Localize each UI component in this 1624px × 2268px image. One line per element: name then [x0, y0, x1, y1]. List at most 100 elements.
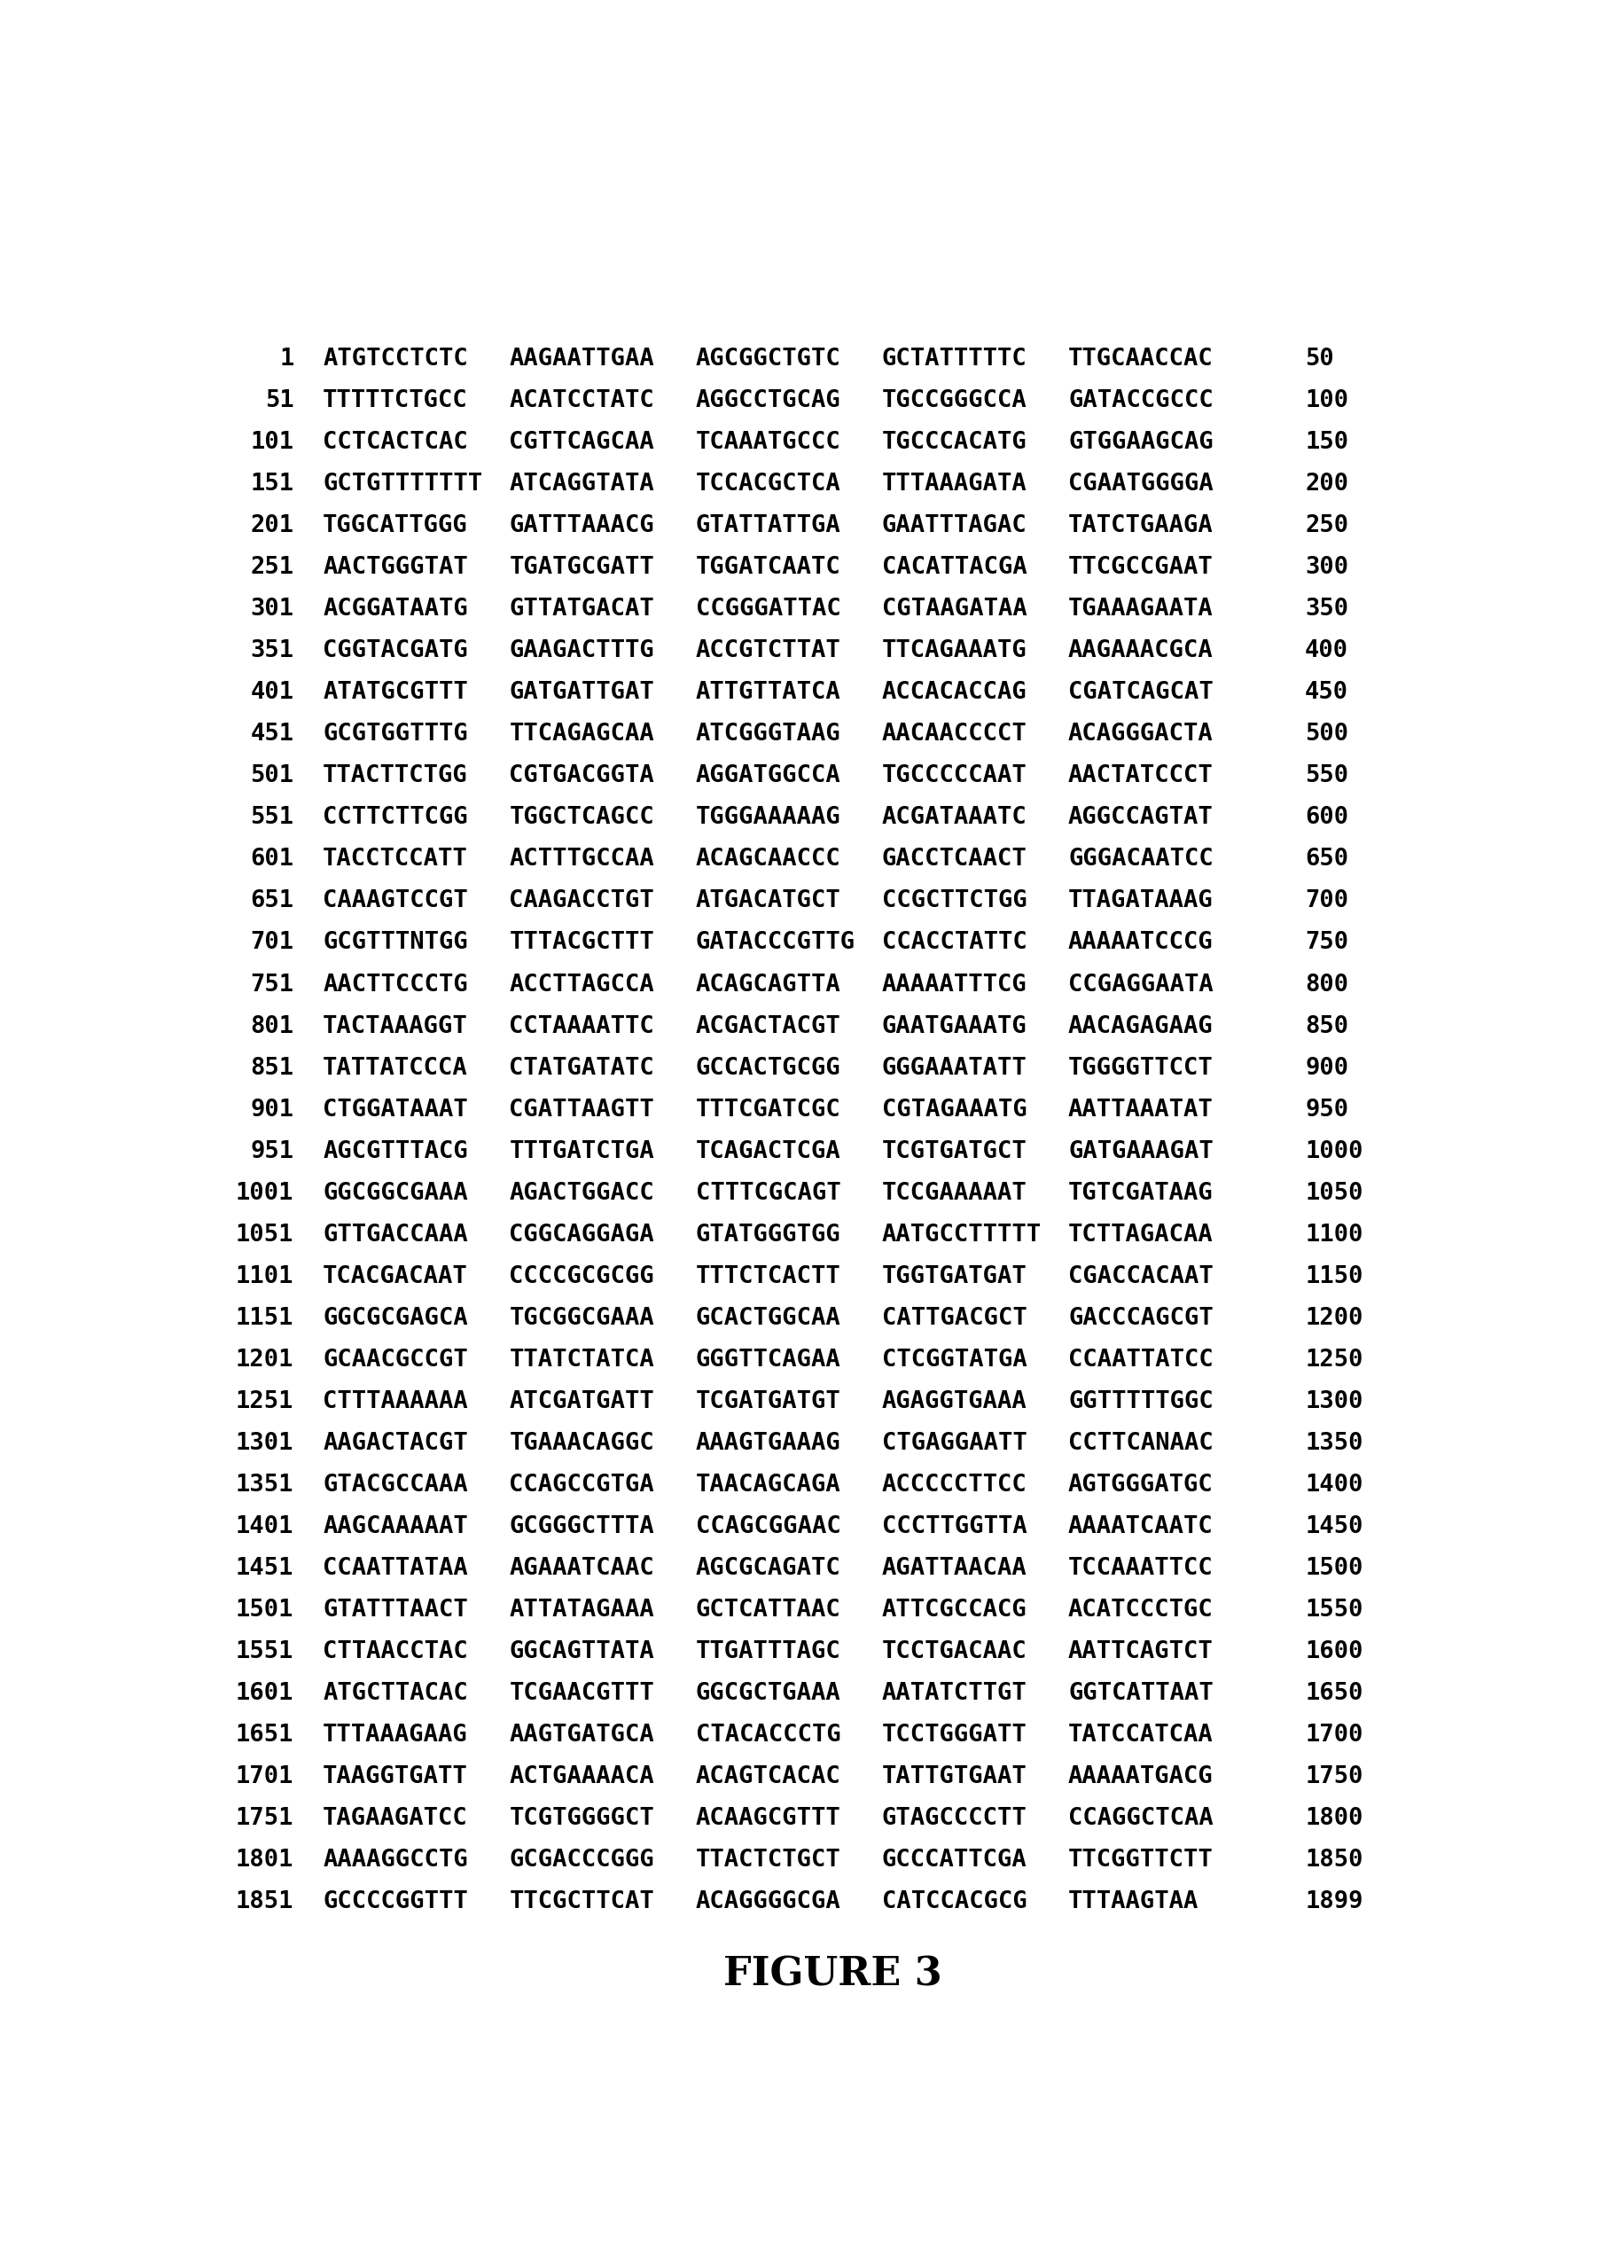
Text: AGCGGCTGTC: AGCGGCTGTC	[695, 347, 840, 372]
Text: TTTCGATCGC: TTTCGATCGC	[695, 1098, 840, 1120]
Text: 401: 401	[250, 680, 294, 705]
Text: TCGAACGTTT: TCGAACGTTT	[508, 1681, 654, 1706]
Text: 1051: 1051	[235, 1222, 294, 1245]
Text: CGATCAGCAT: CGATCAGCAT	[1067, 680, 1213, 705]
Text: GTACGCCAAA: GTACGCCAAA	[323, 1474, 468, 1497]
Text: CTGAGGAATT: CTGAGGAATT	[882, 1431, 1026, 1454]
Text: AAGACTACGT: AAGACTACGT	[323, 1431, 468, 1454]
Text: CCCCGCGCGG: CCCCGCGCGG	[508, 1266, 654, 1288]
Text: ACTTTGCCAA: ACTTTGCCAA	[508, 848, 654, 871]
Text: AACTTCCCTG: AACTTCCCTG	[323, 973, 468, 996]
Text: GCAACGCCGT: GCAACGCCGT	[323, 1347, 468, 1372]
Text: AAAAATTTCG: AAAAATTTCG	[882, 973, 1026, 996]
Text: CCGGGATTAC: CCGGGATTAC	[695, 599, 840, 621]
Text: 600: 600	[1304, 807, 1348, 830]
Text: 551: 551	[250, 807, 294, 830]
Text: 1550: 1550	[1304, 1599, 1363, 1622]
Text: 800: 800	[1304, 973, 1348, 996]
Text: CCACCTATTC: CCACCTATTC	[882, 932, 1026, 955]
Text: AAGTGATGCA: AAGTGATGCA	[508, 1724, 654, 1746]
Text: CACATTACGA: CACATTACGA	[882, 556, 1026, 578]
Text: ATTCGCCACG: ATTCGCCACG	[882, 1599, 1026, 1622]
Text: TGAAAGAATA: TGAAAGAATA	[1067, 599, 1213, 621]
Text: ACGACTACGT: ACGACTACGT	[695, 1014, 840, 1039]
Text: 751: 751	[250, 973, 294, 996]
Text: 400: 400	[1304, 640, 1348, 662]
Text: 1751: 1751	[235, 1808, 294, 1830]
Text: ACCACACCAG: ACCACACCAG	[882, 680, 1026, 705]
Text: GATGAAAGAT: GATGAAAGAT	[1067, 1141, 1213, 1163]
Text: ACAGGGGCGA: ACAGGGGCGA	[695, 1889, 840, 1914]
Text: AATATCTTGT: AATATCTTGT	[882, 1681, 1026, 1706]
Text: ACAGCAGTTA: ACAGCAGTTA	[695, 973, 840, 996]
Text: 1101: 1101	[235, 1266, 294, 1288]
Text: 250: 250	[1304, 515, 1348, 538]
Text: 151: 151	[250, 474, 294, 497]
Text: GCCCCGGTTT: GCCCCGGTTT	[323, 1889, 468, 1914]
Text: 1300: 1300	[1304, 1390, 1363, 1413]
Text: 1600: 1600	[1304, 1640, 1363, 1662]
Text: TATTATCCCA: TATTATCCCA	[323, 1057, 468, 1080]
Text: AACTATCCCT: AACTATCCCT	[1067, 764, 1213, 787]
Text: 550: 550	[1304, 764, 1348, 787]
Text: TAGAAGATCC: TAGAAGATCC	[323, 1808, 468, 1830]
Text: GTATTATTGA: GTATTATTGA	[695, 515, 840, 538]
Text: CGGTACGATG: CGGTACGATG	[323, 640, 468, 662]
Text: GCTCATTAAC: GCTCATTAAC	[695, 1599, 840, 1622]
Text: CCTTCANAAC: CCTTCANAAC	[1067, 1431, 1213, 1454]
Text: AAAAATGACG: AAAAATGACG	[1067, 1765, 1213, 1787]
Text: ACATCCCTGC: ACATCCCTGC	[1067, 1599, 1213, 1622]
Text: TAAGGTGATT: TAAGGTGATT	[323, 1765, 468, 1787]
Text: 1701: 1701	[235, 1765, 294, 1787]
Text: GCGTGGTTTG: GCGTGGTTTG	[323, 723, 468, 746]
Text: AAAATCAATC: AAAATCAATC	[1067, 1515, 1213, 1538]
Text: TTTAAAGAAG: TTTAAAGAAG	[323, 1724, 468, 1746]
Text: ACAAGCGTTT: ACAAGCGTTT	[695, 1808, 840, 1830]
Text: ACCGTCTTAT: ACCGTCTTAT	[695, 640, 840, 662]
Text: 301: 301	[250, 599, 294, 621]
Text: AGGCCTGCAG: AGGCCTGCAG	[695, 390, 840, 413]
Text: CATTGACGCT: CATTGACGCT	[882, 1306, 1026, 1329]
Text: TCGATGATGT: TCGATGATGT	[695, 1390, 840, 1413]
Text: TGATGCGATT: TGATGCGATT	[508, 556, 654, 578]
Text: ACAGGGACTA: ACAGGGACTA	[1067, 723, 1213, 746]
Text: CTTTCGCAGT: CTTTCGCAGT	[695, 1182, 840, 1204]
Text: 1251: 1251	[235, 1390, 294, 1413]
Text: 850: 850	[1304, 1014, 1348, 1039]
Text: 1651: 1651	[235, 1724, 294, 1746]
Text: TCCACGCTCA: TCCACGCTCA	[695, 474, 840, 497]
Text: TGCCCACATG: TGCCCACATG	[882, 431, 1026, 454]
Text: AAAAATCCCG: AAAAATCCCG	[1067, 932, 1213, 955]
Text: TATCCATCAA: TATCCATCAA	[1067, 1724, 1213, 1746]
Text: ATTGTTATCA: ATTGTTATCA	[695, 680, 840, 705]
Text: CGGCAGGAGA: CGGCAGGAGA	[508, 1222, 654, 1245]
Text: FIGURE 3: FIGURE 3	[723, 1955, 942, 1994]
Text: TCCGAAAAAT: TCCGAAAAAT	[882, 1182, 1026, 1204]
Text: TTCAGAGCAA: TTCAGAGCAA	[508, 723, 654, 746]
Text: 1801: 1801	[235, 1848, 294, 1871]
Text: AACAACCCCT: AACAACCCCT	[882, 723, 1026, 746]
Text: GTGGAAGCAG: GTGGAAGCAG	[1067, 431, 1213, 454]
Text: TTGATTTAGC: TTGATTTAGC	[695, 1640, 840, 1662]
Text: AAGAATTGAA: AAGAATTGAA	[508, 347, 654, 372]
Text: GCGACCCGGG: GCGACCCGGG	[508, 1848, 654, 1871]
Text: AATTCAGTCT: AATTCAGTCT	[1067, 1640, 1213, 1662]
Text: TTTTTCTGCC: TTTTTCTGCC	[323, 390, 468, 413]
Text: 1700: 1700	[1304, 1724, 1363, 1746]
Text: 501: 501	[250, 764, 294, 787]
Text: AATTAAATAT: AATTAAATAT	[1067, 1098, 1213, 1120]
Text: ATGTCCTCTC: ATGTCCTCTC	[323, 347, 468, 372]
Text: ACCCCCTTCC: ACCCCCTTCC	[882, 1474, 1026, 1497]
Text: 1050: 1050	[1304, 1182, 1363, 1204]
Text: GGTTTTTGGC: GGTTTTTGGC	[1067, 1390, 1213, 1413]
Text: GCCACTGCGG: GCCACTGCGG	[695, 1057, 840, 1080]
Text: AGCGTTTACG: AGCGTTTACG	[323, 1141, 468, 1163]
Text: TAACAGCAGA: TAACAGCAGA	[695, 1474, 840, 1497]
Text: TCCTGGGATT: TCCTGGGATT	[882, 1724, 1026, 1746]
Text: GTTATGACAT: GTTATGACAT	[508, 599, 654, 621]
Text: 950: 950	[1304, 1098, 1348, 1120]
Text: CGTGACGGTA: CGTGACGGTA	[508, 764, 654, 787]
Text: TCGTGGGGCT: TCGTGGGGCT	[508, 1808, 654, 1830]
Text: 1850: 1850	[1304, 1848, 1363, 1871]
Text: 601: 601	[250, 848, 294, 871]
